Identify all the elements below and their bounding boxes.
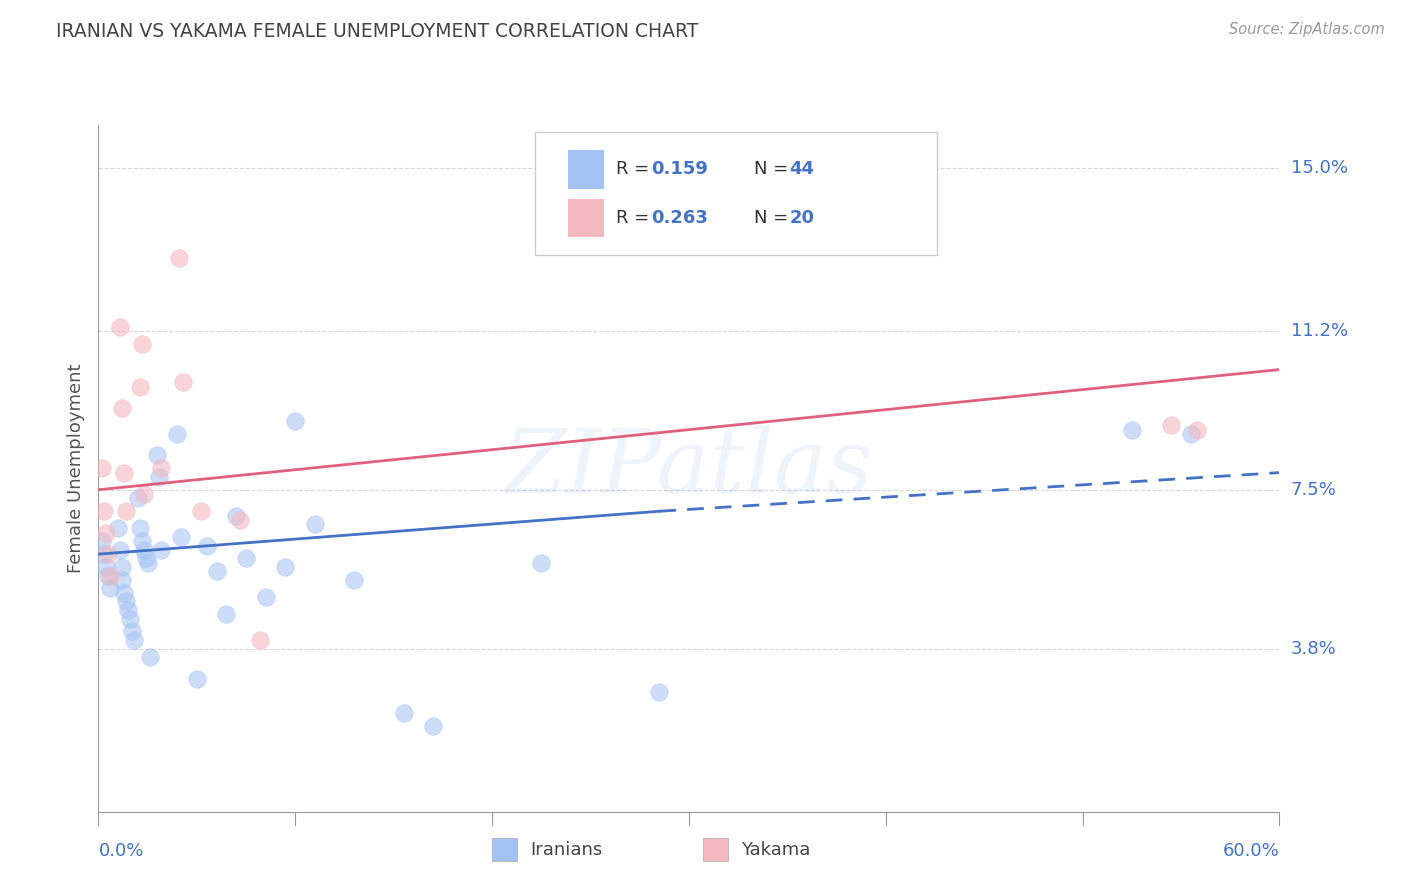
Point [96,560,118,574]
Point [117,603,139,617]
Point [195,539,218,553]
Text: 0.159: 0.159 [651,161,709,178]
Point [1180,426,1202,441]
Text: Iranians: Iranians [530,840,602,859]
Point [107,521,129,535]
Point [111,560,134,574]
Point [115,594,138,608]
Point [136,556,159,570]
Point [343,573,366,587]
Point [135,551,157,566]
Point [167,251,190,265]
Point [91,461,114,475]
Point [132,487,155,501]
Text: 15.0%: 15.0% [1291,159,1347,177]
Point [96,525,118,540]
Point [1121,423,1143,437]
Point [148,470,170,484]
Point [422,719,444,733]
Point [1160,418,1182,433]
Text: R =: R = [616,209,655,227]
Text: 3.8%: 3.8% [1291,640,1336,657]
Text: 7.5%: 7.5% [1291,481,1337,499]
Point [392,706,415,720]
Point [186,672,208,686]
Point [118,611,141,625]
Text: 11.2%: 11.2% [1291,322,1348,340]
Text: 60.0%: 60.0% [1223,842,1279,860]
Point [166,426,188,441]
FancyBboxPatch shape [536,132,936,255]
Point [93,547,115,561]
Text: Source: ZipAtlas.com: Source: ZipAtlas.com [1229,22,1385,37]
Text: N =: N = [754,161,794,178]
Point [146,449,169,463]
Point [91,534,114,549]
Point [121,624,143,639]
Point [128,521,150,535]
Text: 0.263: 0.263 [651,209,709,227]
Text: Yakama: Yakama [741,840,810,859]
Point [98,568,121,582]
Text: IRANIAN VS YAKAMA FEMALE UNEMPLOYMENT CORRELATION CHART: IRANIAN VS YAKAMA FEMALE UNEMPLOYMENT CO… [56,22,699,41]
Point [112,466,135,480]
Point [284,414,307,428]
Point [648,684,671,698]
Text: 20: 20 [789,209,814,227]
Point [249,633,271,648]
Point [93,504,115,518]
Point [108,319,131,334]
Point [115,504,138,518]
Point [1185,423,1208,437]
Point [132,542,155,557]
Text: 0.0%: 0.0% [98,842,143,860]
Point [138,650,160,665]
Point [225,508,247,523]
Point [128,380,150,394]
Point [274,560,297,574]
Point [254,590,277,604]
Text: N =: N = [754,209,794,227]
Point [205,565,228,579]
Point [172,376,194,390]
Point [150,542,173,557]
Point [170,530,193,544]
Point [127,491,149,506]
Point [112,586,135,600]
Point [122,633,145,648]
Point [108,542,131,557]
Point [304,517,326,532]
FancyBboxPatch shape [568,199,605,237]
Text: 44: 44 [789,161,814,178]
Point [97,547,120,561]
Point [215,607,238,622]
Point [229,513,252,527]
Point [131,534,153,549]
Point [530,556,553,570]
Point [235,551,257,566]
Text: R =: R = [616,161,655,178]
Point [98,582,121,596]
Point [131,336,153,351]
Text: ZIPatlas: ZIPatlas [505,425,873,512]
Point [111,401,134,416]
Point [111,573,134,587]
Point [97,568,120,582]
Point [150,461,173,475]
Y-axis label: Female Unemployment: Female Unemployment [66,364,84,573]
FancyBboxPatch shape [568,150,605,188]
Point [190,504,212,518]
